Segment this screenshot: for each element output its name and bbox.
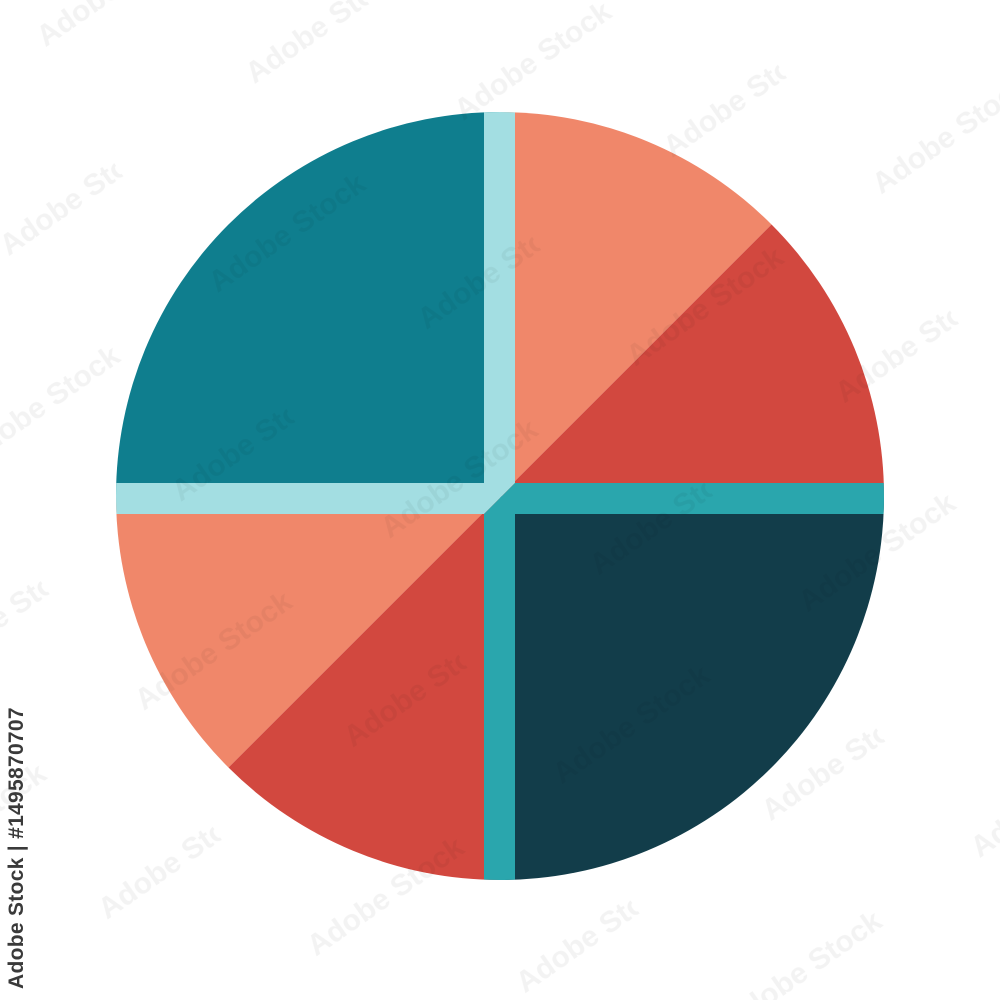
svg-text:Adobe Stock | #1495870707: Adobe Stock | #1495870707 [5, 707, 28, 989]
